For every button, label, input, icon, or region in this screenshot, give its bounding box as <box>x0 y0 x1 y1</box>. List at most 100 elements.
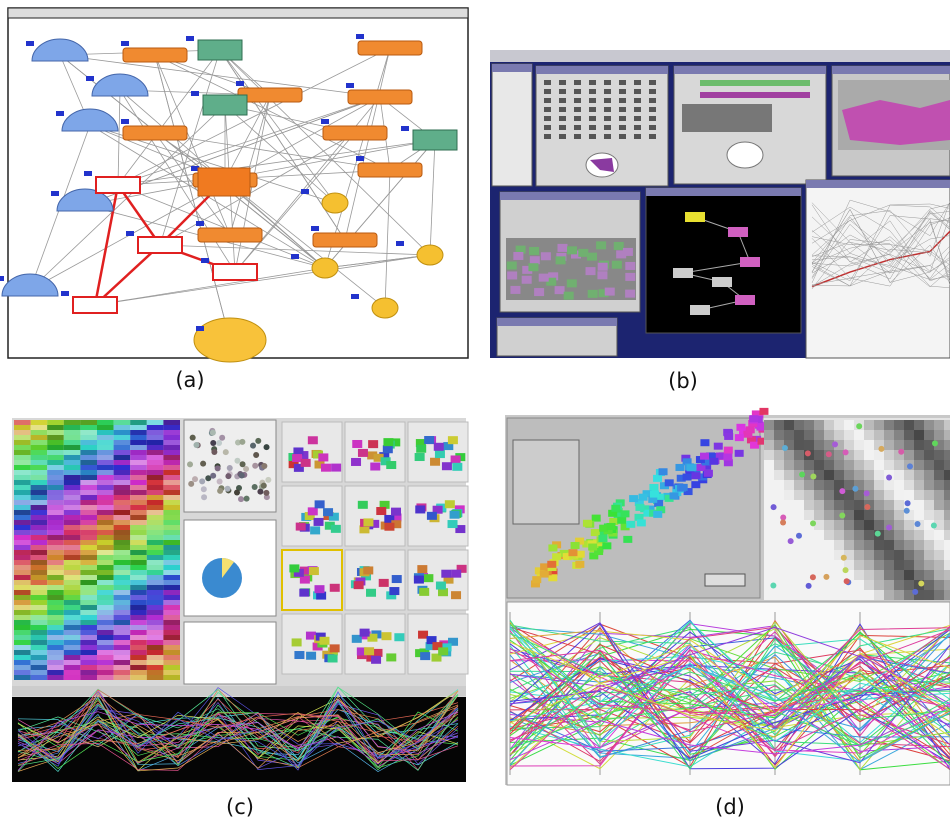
legend-box <box>513 440 579 524</box>
cell <box>64 565 81 570</box>
cell <box>14 490 31 495</box>
cell <box>97 460 114 465</box>
cell <box>47 455 64 460</box>
region <box>659 468 668 475</box>
node-tag <box>196 221 204 226</box>
cell <box>31 655 48 660</box>
region <box>416 445 426 453</box>
heat-cell <box>814 480 824 490</box>
cell <box>130 595 147 600</box>
icon <box>559 107 566 112</box>
region <box>370 463 380 471</box>
cell <box>97 540 114 545</box>
cell <box>114 505 131 510</box>
cell <box>64 485 81 490</box>
dot <box>852 486 858 492</box>
heat-cell <box>894 590 904 600</box>
cell <box>47 595 64 600</box>
cell <box>114 610 131 615</box>
heat-cell <box>794 560 804 570</box>
button <box>705 574 745 586</box>
cell <box>97 425 114 430</box>
cell <box>14 600 31 605</box>
cell <box>130 580 147 585</box>
cell <box>80 510 97 515</box>
cell <box>97 585 114 590</box>
cell <box>114 645 131 650</box>
heat-cell <box>884 570 894 580</box>
heat-cell <box>774 490 784 500</box>
icon <box>619 107 626 112</box>
cell <box>64 425 81 430</box>
heat-cell <box>914 500 924 510</box>
dot <box>219 435 225 441</box>
cell <box>80 610 97 615</box>
heat-cell <box>944 450 950 460</box>
cell <box>47 615 64 620</box>
cell <box>64 475 81 480</box>
heat-cell <box>784 470 794 480</box>
cell <box>31 675 48 680</box>
heat-cell <box>774 560 784 570</box>
region <box>427 512 437 520</box>
cell <box>80 645 97 650</box>
cell <box>163 500 180 505</box>
cell <box>31 535 48 540</box>
cell <box>64 435 81 440</box>
cell <box>14 610 31 615</box>
cell <box>80 570 97 575</box>
heat-cell <box>934 420 944 430</box>
map <box>842 100 950 145</box>
icon <box>589 89 596 94</box>
cell <box>64 455 81 460</box>
heat-cell <box>824 500 834 510</box>
heat-cell <box>864 420 874 430</box>
region <box>321 464 331 472</box>
cell <box>64 420 81 425</box>
region <box>596 241 606 249</box>
cell <box>14 465 31 470</box>
icon <box>649 116 656 121</box>
window <box>646 188 801 333</box>
region <box>451 570 461 578</box>
caption: (b) <box>668 369 698 393</box>
icon <box>589 80 596 85</box>
region <box>441 570 451 578</box>
cell <box>14 675 31 680</box>
region <box>617 517 626 524</box>
heat-cell <box>774 420 784 430</box>
heat-cell <box>844 430 854 440</box>
heat-cell <box>944 420 950 430</box>
cell <box>97 590 114 595</box>
cell <box>130 475 147 480</box>
cell <box>47 475 64 480</box>
heat-cell <box>864 510 874 520</box>
region <box>382 632 392 640</box>
cell <box>14 445 31 450</box>
region <box>507 262 517 270</box>
heat-cell <box>784 530 794 540</box>
cell <box>31 580 48 585</box>
cell <box>14 505 31 510</box>
cell <box>14 615 31 620</box>
toolbar <box>12 686 466 696</box>
heat-cell <box>794 440 804 450</box>
heat-cell <box>764 450 774 460</box>
region <box>330 644 340 652</box>
cell <box>114 665 131 670</box>
cell <box>130 440 147 445</box>
cell <box>114 425 131 430</box>
cell <box>14 665 31 670</box>
heat-cell <box>854 460 864 470</box>
dot <box>244 496 250 502</box>
cell <box>64 445 81 450</box>
icon <box>544 89 551 94</box>
cell <box>114 555 131 560</box>
cell <box>80 530 97 535</box>
region <box>567 246 577 254</box>
region <box>363 518 373 526</box>
cell <box>114 600 131 605</box>
region <box>746 426 755 433</box>
cell <box>163 535 180 540</box>
cell <box>114 655 131 660</box>
